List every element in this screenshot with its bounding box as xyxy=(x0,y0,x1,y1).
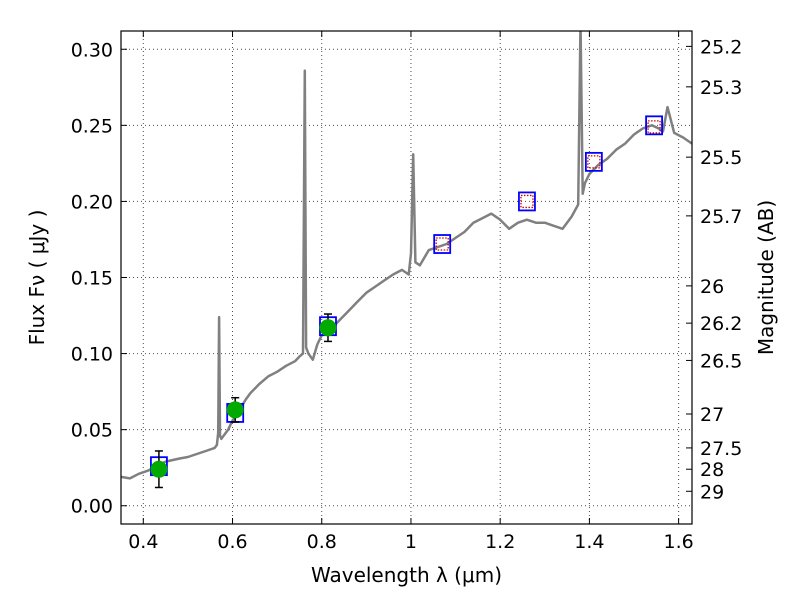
x-tick-label: 1.2 xyxy=(485,531,515,553)
y2-tick-label: 25.2 xyxy=(700,36,742,58)
y-tick-label: 0.30 xyxy=(71,39,113,61)
y2-tick-label: 26 xyxy=(700,276,724,298)
y2-tick-label: 25.7 xyxy=(700,206,742,228)
non-detection-marker xyxy=(587,155,601,169)
x-tick-label: 0.6 xyxy=(217,531,247,553)
detection-point xyxy=(226,401,244,419)
y-tick-label: 0.25 xyxy=(71,115,113,137)
y2-tick-label: 28 xyxy=(700,459,724,481)
y2-tick-label: 26.5 xyxy=(700,350,742,372)
non-detection-marker xyxy=(520,194,534,209)
y2-tick-label: 26.2 xyxy=(700,313,742,335)
x-tick-label: 0.4 xyxy=(128,531,158,553)
model-photometry-square xyxy=(433,234,452,254)
detection-point xyxy=(150,460,168,478)
y2-tick-label: 29 xyxy=(700,481,724,503)
y-tick-label: 0.05 xyxy=(71,420,113,442)
y-tick-label: 0.15 xyxy=(71,268,113,290)
y2-tick-label: 27 xyxy=(700,404,724,426)
y-tick-label: 0.10 xyxy=(71,344,113,366)
y2-axis-title: Magnitude (AB) xyxy=(754,200,778,355)
model-photometry-square xyxy=(645,115,663,136)
model-photometry-square xyxy=(518,191,536,212)
x-tick-label: 1 xyxy=(405,531,417,553)
y-tick-label: 0.00 xyxy=(71,496,113,518)
y2-tick-label: 25.5 xyxy=(700,147,742,169)
y2-tick-label: 27.5 xyxy=(700,438,742,460)
x-axis-title: Wavelength λ (μm) xyxy=(311,563,502,587)
non-detection-marker xyxy=(647,120,661,134)
non-detection-marker xyxy=(435,237,449,251)
x-axis-ticks: 0.4 0.6 0.8 1 1.2 1.4 1.6 xyxy=(128,31,694,553)
y2-tick-label: 25.3 xyxy=(700,77,742,99)
spectrum-line xyxy=(121,31,692,480)
y-tick-label: 0.20 xyxy=(71,191,113,213)
detection-point xyxy=(319,319,337,337)
x-tick-label: 1.6 xyxy=(664,531,694,553)
model-photometry-square xyxy=(584,151,603,172)
y-axis-title: Flux Fν ( μJy ) xyxy=(25,210,49,346)
photometry-markers xyxy=(150,115,663,489)
y-axis-ticks: 0.00 0.05 0.10 0.15 0.20 0.25 0.30 xyxy=(71,39,127,518)
spectrum-series xyxy=(121,31,692,480)
x-tick-label: 0.8 xyxy=(307,531,337,553)
x-tick-label: 1.4 xyxy=(574,531,604,553)
